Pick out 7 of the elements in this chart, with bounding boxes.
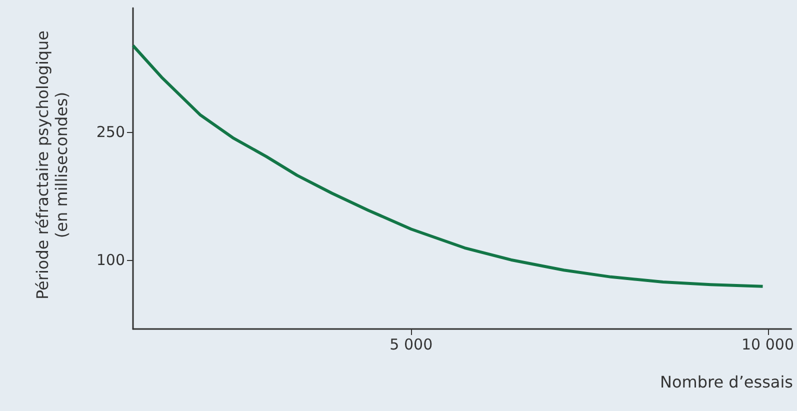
x-axis-title: Nombre d’essais [660,372,793,392]
x-tick-label: 5 000 [390,336,433,354]
y-tick-label: 250 [96,122,125,141]
line-series [132,44,764,288]
y-axis-title: Période réfractaire psychologique (en millisecondes) [33,30,71,300]
y-tick-label: 100 [96,250,125,269]
x-tick-label: 10 000 [742,336,794,354]
